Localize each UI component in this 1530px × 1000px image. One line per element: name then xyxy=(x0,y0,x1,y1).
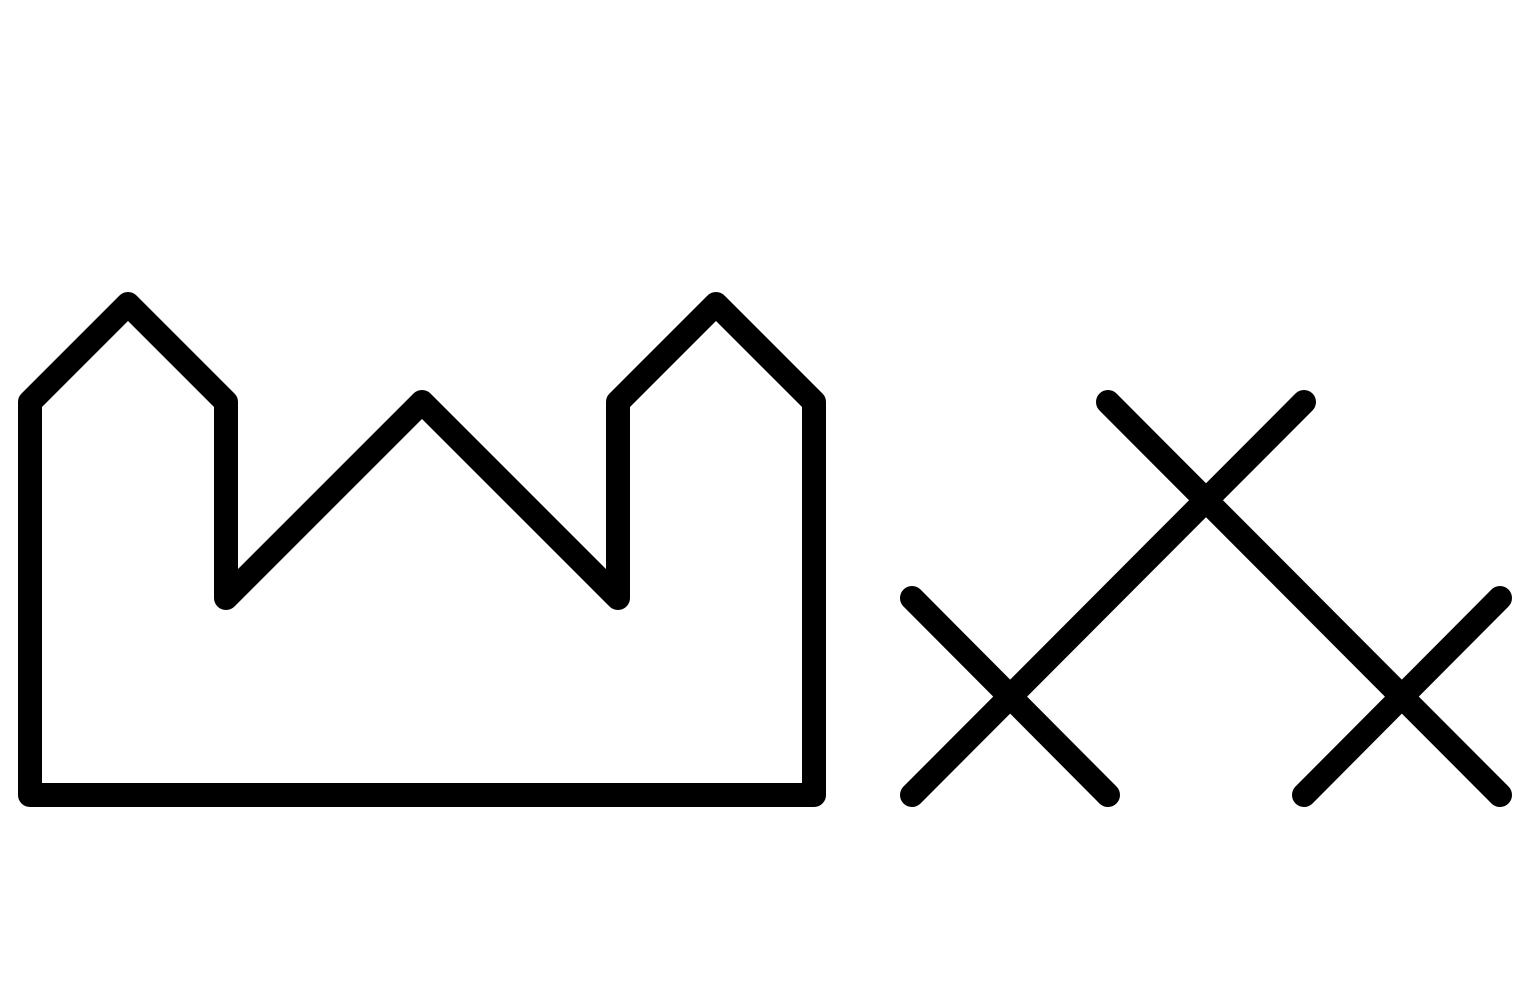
cross-line-long-up xyxy=(900,390,1316,807)
cross-line-long-down xyxy=(1096,390,1512,807)
factory-icon xyxy=(18,292,826,807)
cross-line-left-short xyxy=(900,586,1120,807)
cross-line-right-short xyxy=(1292,586,1512,807)
cross-lattice-icon xyxy=(900,390,1512,807)
factory-outline xyxy=(18,292,826,807)
